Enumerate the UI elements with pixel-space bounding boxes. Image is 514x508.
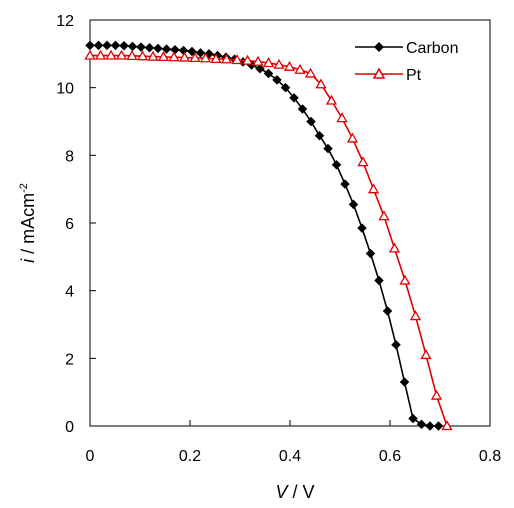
data-point — [210, 53, 222, 64]
data-point — [365, 248, 376, 259]
data-point — [340, 179, 350, 189]
data-point — [388, 242, 401, 253]
data-point — [346, 132, 359, 143]
data-point — [94, 49, 107, 60]
data-point — [409, 310, 422, 321]
data-point — [283, 60, 296, 71]
data-point — [336, 112, 348, 123]
x-tick-label: 0.8 — [479, 448, 501, 465]
data-point — [289, 92, 299, 103]
x-tick-label: 0.6 — [379, 448, 401, 465]
data-point — [189, 52, 201, 63]
data-point — [357, 223, 367, 233]
data-point — [294, 63, 306, 74]
data-point — [168, 51, 180, 62]
data-point — [102, 40, 112, 51]
data-point — [430, 389, 443, 400]
legend-label-carbon: Carbon — [406, 40, 458, 57]
y-tick-label: 2 — [65, 351, 74, 368]
data-point — [323, 143, 333, 154]
data-point — [374, 275, 384, 286]
data-point — [273, 58, 285, 69]
data-point — [416, 419, 427, 430]
data-point — [315, 78, 327, 89]
data-point — [199, 52, 212, 63]
data-point — [144, 42, 155, 53]
legend-item-carbon: Carbon — [355, 40, 458, 57]
data-point — [441, 420, 453, 431]
y-axis-label-unit: / mAcm — [18, 193, 38, 259]
data-point — [115, 49, 128, 60]
data-point — [399, 377, 410, 387]
data-point — [391, 339, 401, 350]
data-point — [105, 49, 117, 60]
x-tick-label: 0.4 — [279, 448, 301, 465]
data-point — [252, 55, 264, 66]
data-point — [110, 40, 121, 51]
data-point — [153, 43, 163, 54]
data-point — [367, 183, 380, 194]
data-point — [357, 156, 369, 167]
y-axis-label-exponent: -2 — [18, 183, 30, 193]
x-tick-label: 0.2 — [179, 448, 201, 465]
data-point — [408, 413, 418, 424]
x-axis-label-var: V — [275, 482, 289, 502]
data-point — [425, 421, 435, 431]
data-point — [127, 41, 138, 52]
data-point — [399, 274, 411, 285]
legend-label-pt: Pt — [406, 67, 422, 84]
data-point — [297, 104, 308, 114]
series-pt — [84, 49, 453, 431]
data-point — [157, 51, 170, 62]
data-point — [378, 210, 390, 221]
data-point — [280, 82, 291, 93]
data-point — [255, 63, 265, 74]
data-point — [161, 44, 172, 54]
data-point — [263, 68, 274, 79]
y-tick-label: 12 — [56, 13, 74, 30]
data-point — [262, 57, 275, 68]
y-tick-label: 4 — [65, 284, 74, 301]
x-tick-label: 0 — [86, 448, 95, 465]
x-axis-label: V / V — [275, 482, 314, 502]
data-point — [433, 421, 444, 431]
legend-item-pt: Pt — [355, 67, 422, 84]
plot-area — [89, 19, 491, 427]
y-tick-label: 8 — [65, 148, 74, 165]
data-point — [220, 53, 233, 64]
y-tick-label: 0 — [65, 419, 74, 436]
data-point — [241, 54, 254, 65]
data-point — [126, 50, 138, 61]
data-point — [136, 42, 146, 52]
data-point — [119, 40, 129, 51]
data-point — [231, 54, 243, 65]
data-point — [325, 94, 338, 105]
data-point — [147, 50, 159, 61]
data-point — [304, 67, 317, 78]
data-point — [272, 75, 282, 85]
y-tick-label: 6 — [65, 216, 74, 233]
data-point — [136, 50, 149, 61]
y-tick-label: 10 — [56, 81, 74, 98]
data-point — [314, 130, 325, 141]
data-point — [348, 199, 359, 210]
legend-marker-diamond-icon — [374, 42, 384, 52]
data-point — [382, 306, 393, 316]
legend: Carbon Pt — [355, 40, 458, 84]
data-point — [93, 40, 104, 51]
y-axis-label: i / mAcm-2 — [18, 183, 38, 263]
ticks: 0 0.2 0.4 0.6 0.8 0 2 4 6 8 10 12 — [56, 13, 501, 465]
data-point — [420, 349, 432, 360]
series-layer — [84, 40, 453, 431]
data-point — [331, 159, 342, 170]
data-point — [178, 51, 191, 62]
data-point — [306, 116, 316, 127]
data-point — [84, 49, 96, 60]
x-axis-label-unit: / V — [288, 482, 315, 502]
legend-marker-triangle-icon — [372, 67, 386, 79]
y-axis-label-var: i — [18, 258, 38, 263]
